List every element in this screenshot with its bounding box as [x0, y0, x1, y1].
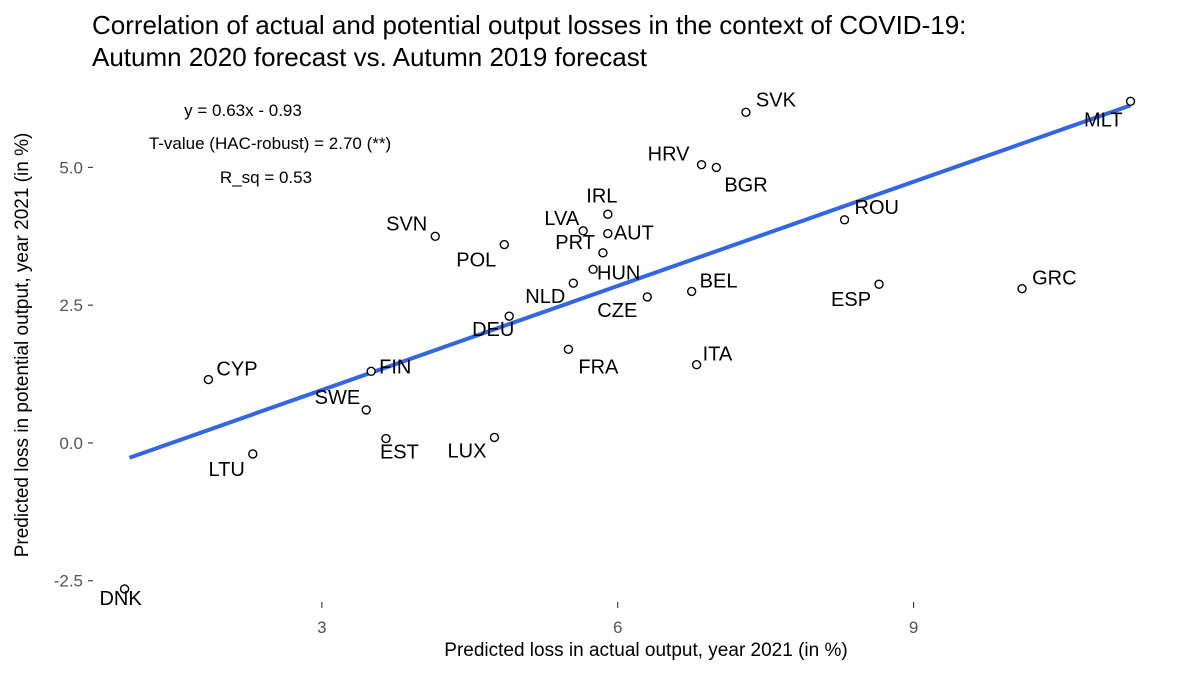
- regression-equation: y = 0.63x - 0.93: [184, 101, 302, 120]
- point-label-irl: IRL: [586, 185, 617, 207]
- point-label-est: EST: [380, 442, 419, 464]
- point-cyp: [203, 374, 214, 385]
- point-ita: [691, 359, 702, 370]
- point-label-lva: LVA: [544, 208, 579, 230]
- point-hun: [588, 264, 598, 275]
- point-label-nld: NLD: [525, 286, 565, 308]
- x-tick-label: 3: [317, 618, 326, 637]
- x-tick-label: 6: [613, 618, 622, 637]
- x-axis-title: Predicted loss in actual output, year 20…: [444, 640, 847, 661]
- point-bgr: [711, 162, 722, 173]
- x-axis: 3 6 9: [317, 602, 918, 637]
- point-label-cyp: CYP: [216, 359, 257, 381]
- point-label-ltu: LTU: [208, 459, 244, 481]
- point-hrv: [696, 159, 707, 170]
- regression-annotations: y = 0.63x - 0.93 T-value (HAC-robust) = …: [149, 101, 391, 187]
- point-lux: [489, 432, 500, 443]
- point-label-cze: CZE: [597, 300, 637, 322]
- point-label-prt: PRT: [555, 232, 595, 254]
- point-nld: [568, 278, 579, 288]
- r-squared-annotation: R_sq = 0.53: [220, 168, 312, 187]
- point-aut: [603, 228, 613, 239]
- y-axis: -2.5 0.0 2.5 5.0: [54, 158, 93, 591]
- point-label-grc: GRC: [1032, 268, 1076, 290]
- point-label-hrv: HRV: [648, 144, 691, 166]
- point-esp: [874, 279, 884, 289]
- point-label-dnk: DNK: [99, 588, 142, 610]
- chart-title-line-2: Autumn 2020 forecast vs. Autumn 2019 for…: [92, 42, 648, 72]
- chart-title-line-1: Correlation of actual and potential outp…: [92, 10, 966, 40]
- point-label-swe: SWE: [315, 387, 361, 409]
- regression-fit-line: [128, 103, 1132, 460]
- point-fra: [563, 344, 574, 354]
- point-label-svk: SVK: [756, 89, 797, 111]
- point-pol: [499, 239, 509, 250]
- t-value-annotation: T-value (HAC-robust) = 2.70 (**): [149, 134, 391, 153]
- point-label-hun: HUN: [597, 262, 640, 284]
- point-rou: [839, 215, 850, 225]
- point-lva: [578, 226, 588, 236]
- point-label-fin: FIN: [379, 356, 411, 378]
- point-grc: [1017, 283, 1027, 294]
- point-deu: [504, 311, 514, 321]
- point-prt: [598, 248, 608, 258]
- y-tick-label: 0.0: [59, 434, 83, 453]
- point-label-rou: ROU: [855, 197, 899, 219]
- y-tick-label: -2.5: [54, 572, 83, 591]
- point-svn: [430, 231, 440, 241]
- chart-title: Correlation of actual and potential outp…: [92, 10, 966, 72]
- point-swe: [361, 405, 371, 415]
- point-label-bel: BEL: [700, 270, 738, 292]
- point-label-mlt: MLT: [1084, 109, 1123, 131]
- y-axis-title: Predicted loss in potential output, year…: [12, 133, 33, 558]
- fit-line-group: [128, 103, 1132, 460]
- point-est: [381, 433, 391, 444]
- y-tick-label: 2.5: [59, 296, 83, 315]
- point-label-svn: SVN: [386, 213, 427, 235]
- point-label-deu: DEU: [472, 319, 514, 341]
- point-irl: [603, 209, 613, 219]
- point-fin: [366, 366, 376, 377]
- x-tick-label: 9: [909, 618, 918, 637]
- point-cze: [642, 292, 652, 302]
- point-label-esp: ESP: [831, 289, 871, 311]
- point-ltu: [248, 449, 258, 459]
- point-label-pol: POL: [456, 250, 496, 272]
- point-label-ita: ITA: [703, 344, 733, 366]
- point-dnk: [119, 584, 130, 594]
- point-mlt: [1125, 96, 1136, 106]
- y-tick-label: 5.0: [59, 158, 83, 177]
- point-svk: [741, 107, 751, 118]
- point-label-fra: FRA: [578, 356, 619, 378]
- point-bel: [686, 286, 697, 297]
- point-label-lux: LUX: [448, 440, 487, 462]
- point-label-aut: AUT: [614, 223, 654, 245]
- point-label-bgr: BGR: [724, 174, 767, 196]
